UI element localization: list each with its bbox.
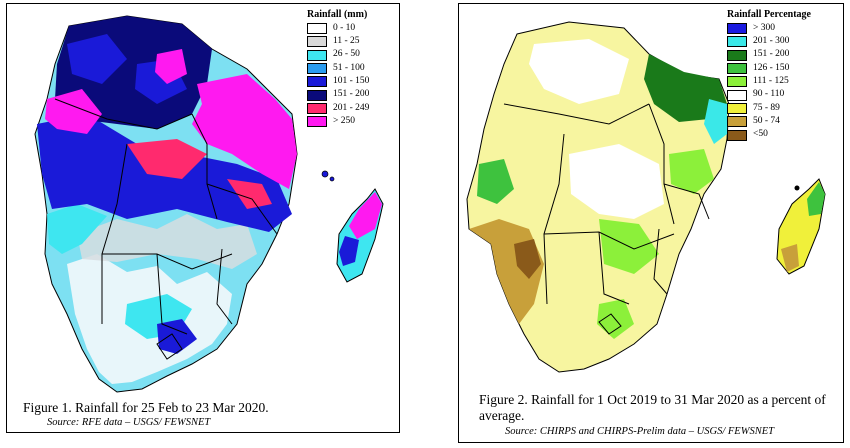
white-patch-central: [569, 144, 664, 219]
legend-entry: 201 - 300: [727, 35, 811, 48]
figure-2-panel: Rainfall Percentage > 300 201 - 300 151 - …: [458, 3, 844, 443]
madagascar-magenta: [349, 192, 382, 239]
legend-rainfall-mm: Rainfall (mm) 0 - 10 11 - 25 26 - 50 51 - 1…: [307, 10, 369, 128]
white-patch-north: [529, 39, 629, 104]
legend-swatch: [307, 49, 327, 61]
legend-label: 201 - 300: [753, 36, 790, 47]
legend-swatch: [727, 129, 747, 141]
legend-entry: 151 - 200: [307, 88, 369, 101]
legend-swatch: [307, 63, 327, 75]
island: [794, 185, 800, 191]
legend-swatch: [307, 89, 327, 101]
legend-swatch: [727, 89, 747, 101]
legend-label: 50 - 74: [753, 115, 780, 126]
legend-swatch: [307, 102, 327, 114]
green-west: [477, 159, 514, 204]
rainfall-percentage-map: [466, 21, 826, 373]
island: [321, 170, 329, 178]
legend-swatch: [727, 63, 747, 75]
legend-title: Rainfall (mm): [307, 9, 368, 20]
blue-patch-south: [157, 319, 197, 354]
legend-entry: 50 - 74: [727, 115, 811, 128]
legend-rainfall-percentage: Rainfall Percentage > 300 201 - 300 151 - …: [727, 10, 811, 142]
legend-entry: <50: [727, 128, 811, 141]
legend-entry: > 300: [727, 22, 811, 35]
madagascar-brown: [781, 244, 799, 272]
legend-entry: 51 - 100: [307, 62, 369, 75]
legend-label: <50: [753, 129, 768, 140]
grey-patch: [77, 214, 257, 269]
madagascar-blue: [339, 236, 359, 266]
legend-label: 151 - 200: [333, 89, 370, 100]
legend-entry: 75 - 89: [727, 102, 811, 115]
country-borders: [503, 103, 710, 335]
legend-label: 201 - 249: [333, 102, 370, 113]
legend-label: 26 - 50: [333, 49, 360, 60]
pink-patch-2: [227, 179, 272, 209]
legend-entry: 151 - 200: [727, 49, 811, 62]
figure-1-panel: Rainfall (mm) 0 - 10 11 - 25 26 - 50 51 - 1…: [6, 3, 400, 433]
pink-patch: [127, 139, 207, 179]
cyan-northeast: [704, 99, 727, 144]
magenta-north: [155, 49, 187, 84]
legend-label: 0 - 10: [333, 22, 356, 33]
legend-swatch: [307, 116, 327, 128]
legend-entry: 111 - 125: [727, 75, 811, 88]
figure-2-caption: Figure 2. Rainfall for 1 Oct 2019 to 31 …: [479, 392, 826, 423]
legend-label: 90 - 110: [753, 89, 785, 100]
magenta-east: [192, 74, 297, 189]
legend-swatch: [307, 36, 327, 48]
legend-label: 101 - 150: [333, 76, 370, 87]
legend-entry: 11 - 25: [307, 35, 369, 48]
legend-swatch: [727, 76, 747, 88]
legend-entry: 90 - 110: [727, 88, 811, 101]
legend-label: 111 - 125: [753, 76, 789, 87]
legend-entry: 26 - 50: [307, 49, 369, 62]
light-green-2: [669, 149, 714, 194]
island: [329, 176, 335, 182]
legend-swatch: [727, 102, 747, 114]
cyan-patch: [47, 204, 107, 254]
legend-label: 151 - 200: [753, 49, 790, 60]
legend-label: > 250: [333, 115, 355, 126]
legend-label: 51 - 100: [333, 62, 365, 73]
blue-north-1: [67, 34, 127, 84]
legend-swatch: [727, 36, 747, 48]
legend-swatch: [307, 23, 327, 35]
legend-entry: 0 - 10: [307, 22, 369, 35]
figure-1-source: Source: RFE data – USGS/ FEWSNET: [47, 417, 211, 428]
legend-swatch: [307, 76, 327, 88]
country-borders: [54, 98, 278, 360]
legend-swatch: [727, 116, 747, 128]
figure-2-source: Source: CHIRPS and CHIRPS-Prelim data – …: [505, 426, 774, 437]
madagascar-green: [807, 182, 825, 216]
figure-1-caption: Figure 1. Rainfall for 25 Feb to 23 Mar …: [23, 400, 269, 415]
legend-entry: 201 - 249: [307, 102, 369, 115]
legend-entry: 101 - 150: [307, 75, 369, 88]
dark-green-northeast: [644, 54, 727, 122]
legend-label: 11 - 25: [333, 36, 360, 47]
legend-title: Rainfall Percentage: [727, 9, 811, 20]
legend-label: 126 - 150: [753, 62, 790, 73]
darker-brown: [514, 239, 541, 279]
legend-swatch: [727, 49, 747, 61]
legend-entry: 126 - 150: [727, 62, 811, 75]
legend-swatch: [727, 23, 747, 35]
legend-entry: > 250: [307, 115, 369, 128]
legend-label: 75 - 89: [753, 102, 780, 113]
rainfall-map: [34, 15, 384, 393]
legend-label: > 300: [753, 22, 775, 33]
